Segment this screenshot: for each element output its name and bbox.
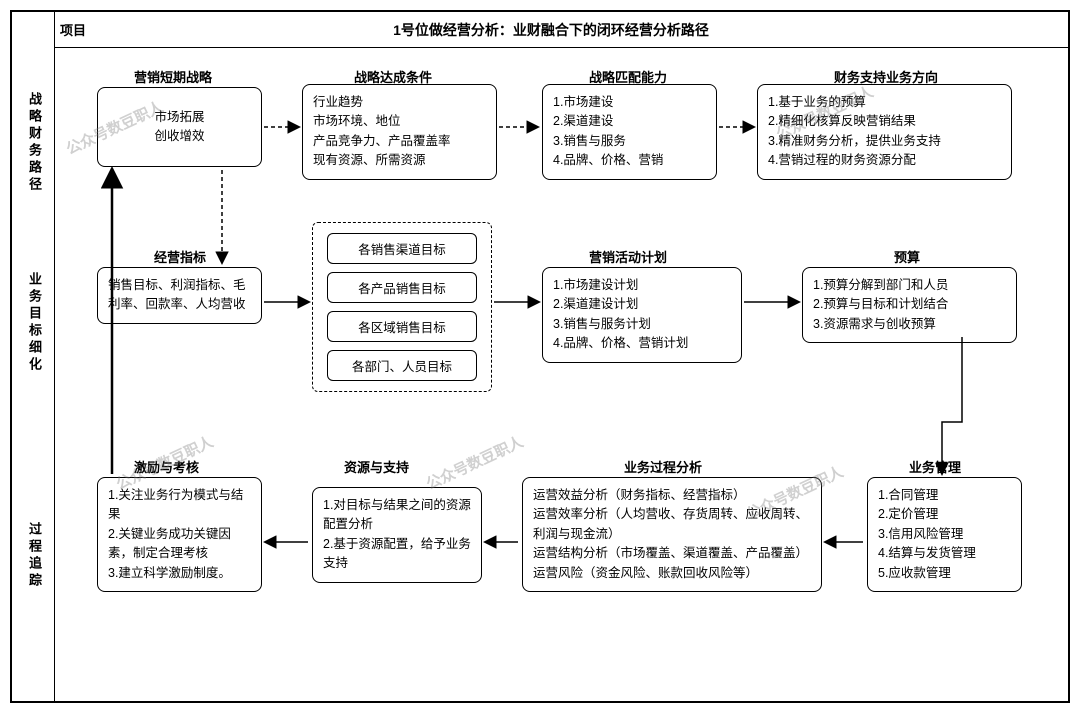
r2-pill4: 各部门、人员目标 [327, 350, 477, 381]
r1-box2: 行业趋势 市场环境、地位 产品竞争力、产品覆盖率 现有资源、所需资源 [302, 84, 497, 180]
r1-box4: 1.基于业务的预算 2.精细化核算反映营销结果 3.精准财务分析，提供业务支持 … [757, 84, 1012, 180]
r1-tag1: 营销短期战略 [132, 67, 214, 86]
r2-pill2: 各产品销售目标 [327, 272, 477, 303]
r1-box1: 市场拓展 创收增效 [97, 87, 262, 167]
r3-box2: 1.对目标与结果之间的资源配置分析 2.基于资源配置，给予业务支持 [312, 487, 482, 583]
watermark-4: 公众号数豆职人 [422, 431, 526, 494]
r3-box4: 1.合同管理 2.定价管理 3.信用风险管理 4.结算与发货管理 5.应收款管理 [867, 477, 1022, 592]
r2-tag4: 预算 [892, 247, 922, 266]
row-label-1: 战略财务路径 [22, 92, 44, 194]
r2-tag1: 经营指标 [152, 247, 208, 266]
r3-tag2: 资源与支持 [342, 457, 411, 476]
r3-tag1: 激励与考核 [132, 457, 201, 476]
vertical-divider [54, 12, 55, 701]
r2-pill3: 各区域销售目标 [327, 311, 477, 342]
row-label-2: 业务目标细化 [22, 272, 44, 374]
r2-pill1: 各销售渠道目标 [327, 233, 477, 264]
r2-box1: 销售目标、利润指标、毛利率、回款率、人均营收 [97, 267, 262, 324]
r2-tag3: 营销活动计划 [587, 247, 669, 266]
r3-box3: 运营效益分析（财务指标、经营指标） 运营效率分析（人均营收、存货周转、应收周转、… [522, 477, 822, 592]
header-left-label: 项目 [54, 20, 114, 39]
r2-box3: 1.市场建设计划 2.渠道建设计划 3.销售与服务计划 4.品牌、价格、营销计划 [542, 267, 742, 363]
diagram-canvas: 项目 1号位做经营分析：业财融合下的闭环经营分析路径 战略财务路径 业务目标细化… [10, 10, 1070, 703]
r1-box3: 1.市场建设 2.渠道建设 3.销售与服务 4.品牌、价格、营销 [542, 84, 717, 180]
r2-box4: 1.预算分解到部门和人员 2.预算与目标和计划结合 3.资源需求与创收预算 [802, 267, 1017, 343]
r3-box1: 1.关注业务行为模式与结果 2.关键业务成功关键因素，制定合理考核 3.建立科学… [97, 477, 262, 592]
row-label-3: 过程追踪 [22, 522, 44, 590]
header-row: 项目 1号位做经营分析：业财融合下的闭环经营分析路径 [54, 12, 1068, 48]
r2-pillbox: 各销售渠道目标 各产品销售目标 各区域销售目标 各部门、人员目标 [312, 222, 492, 392]
r3-tag3: 业务过程分析 [622, 457, 704, 476]
header-title: 1号位做经营分析：业财融合下的闭环经营分析路径 [114, 20, 1068, 40]
r3-tag4: 业务管理 [907, 457, 963, 476]
